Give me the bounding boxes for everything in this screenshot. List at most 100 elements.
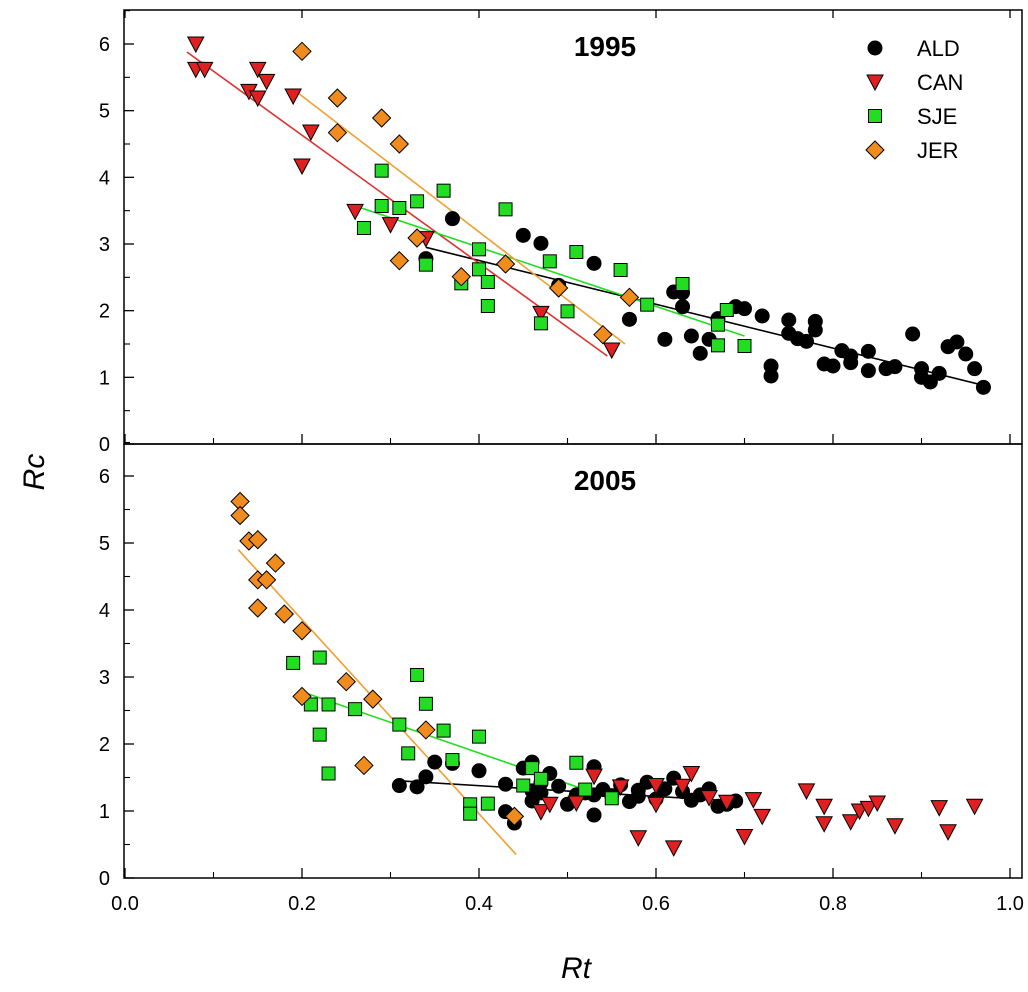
y-tick-label: 4 <box>99 167 110 189</box>
point-jer <box>292 41 312 62</box>
point-can <box>647 796 665 814</box>
point-can <box>585 768 603 786</box>
legend-label: ALD <box>917 36 960 61</box>
panel-title: 1995 <box>574 31 636 62</box>
point-sje <box>374 199 389 213</box>
point-ald <box>737 301 752 317</box>
point-can <box>629 830 648 847</box>
point-can <box>797 783 816 800</box>
point-sje <box>321 697 336 712</box>
point-sje <box>312 727 327 742</box>
point-ald <box>843 355 859 371</box>
point-sje <box>533 316 548 331</box>
point-ald <box>825 358 841 374</box>
point-sje <box>533 771 548 786</box>
point-jer <box>451 266 472 287</box>
point-sje <box>480 796 495 811</box>
point-can <box>868 795 887 813</box>
point-can <box>647 778 665 795</box>
point-ald <box>621 311 637 327</box>
point-jer <box>256 570 277 590</box>
legend-marker-can <box>866 74 884 92</box>
y-tick-label: 0 <box>99 434 110 456</box>
point-can <box>532 804 550 821</box>
legend-label: CAN <box>917 70 963 95</box>
point-jer <box>495 254 516 274</box>
point-jer <box>327 88 348 108</box>
point-can <box>532 305 550 323</box>
panel-1995: 0 1 2 3 4 5 6 1995 <box>99 9 1023 456</box>
x-tick-label: 0.8 <box>819 893 847 915</box>
point-jer <box>504 806 525 827</box>
fit-line-jer <box>297 92 626 345</box>
point-sje <box>737 339 752 353</box>
point-sje <box>418 257 433 272</box>
legend-marker-jer <box>865 140 885 160</box>
point-can <box>700 790 718 807</box>
point-sje <box>472 729 486 744</box>
point-can <box>540 796 559 814</box>
point-ald <box>586 255 602 271</box>
point-can <box>567 795 586 813</box>
point-ald <box>905 326 921 342</box>
point-jer <box>248 598 268 618</box>
point-jer <box>354 755 374 776</box>
point-ald <box>409 779 425 795</box>
point-can <box>682 765 701 783</box>
y-tick-label: 3 <box>99 234 110 256</box>
point-ald <box>931 365 947 381</box>
point-can <box>886 818 904 835</box>
point-can <box>195 61 214 79</box>
point-can <box>248 90 267 108</box>
point-ald <box>914 361 929 377</box>
point-ald <box>692 345 708 361</box>
point-jer <box>230 505 250 526</box>
point-can <box>186 36 205 54</box>
panel-2005: 0 1 2 3 4 5 6 0.0 0.2 0.4 0.6 0.8 1.0 2005 <box>99 441 1024 915</box>
point-can <box>381 217 400 234</box>
point-ald <box>683 328 699 344</box>
legend-marker-sje <box>868 109 882 123</box>
point-sje <box>498 202 513 217</box>
point-ald <box>391 778 407 794</box>
point-ald <box>551 778 567 794</box>
point-jer <box>265 553 286 573</box>
point-ald <box>763 358 779 374</box>
point-ald <box>807 322 823 338</box>
point-sje <box>569 755 584 770</box>
x-tick-label: 0.2 <box>288 893 316 915</box>
point-sje <box>472 242 486 257</box>
point-sje <box>374 163 389 178</box>
point-can <box>346 203 364 221</box>
legend: ALD CAN SJE JER <box>865 36 963 163</box>
point-sje <box>312 650 327 665</box>
point-sje <box>418 696 433 711</box>
point-jer <box>292 621 312 641</box>
point-jer <box>292 686 312 707</box>
point-ald <box>444 211 460 227</box>
point-sje <box>480 299 495 313</box>
point-ald <box>471 763 487 779</box>
point-can <box>611 779 630 796</box>
point-sje <box>286 655 301 670</box>
point-ald <box>657 331 673 347</box>
point-ald <box>754 308 770 324</box>
point-sje <box>392 717 407 732</box>
point-can <box>939 824 957 841</box>
point-ald <box>798 333 814 349</box>
point-jer <box>389 250 410 271</box>
point-sje <box>303 697 318 712</box>
point-sje <box>436 723 451 738</box>
y-axis-title: Rc <box>18 454 51 491</box>
point-sje <box>348 702 363 717</box>
point-can <box>859 800 878 818</box>
point-jer <box>327 122 348 143</box>
point-sje <box>356 221 371 235</box>
point-jer <box>248 529 268 550</box>
point-can <box>753 808 772 826</box>
point-sje <box>463 806 478 821</box>
point-ald <box>675 299 691 315</box>
point-sje <box>578 782 593 797</box>
point-jer <box>389 134 410 154</box>
